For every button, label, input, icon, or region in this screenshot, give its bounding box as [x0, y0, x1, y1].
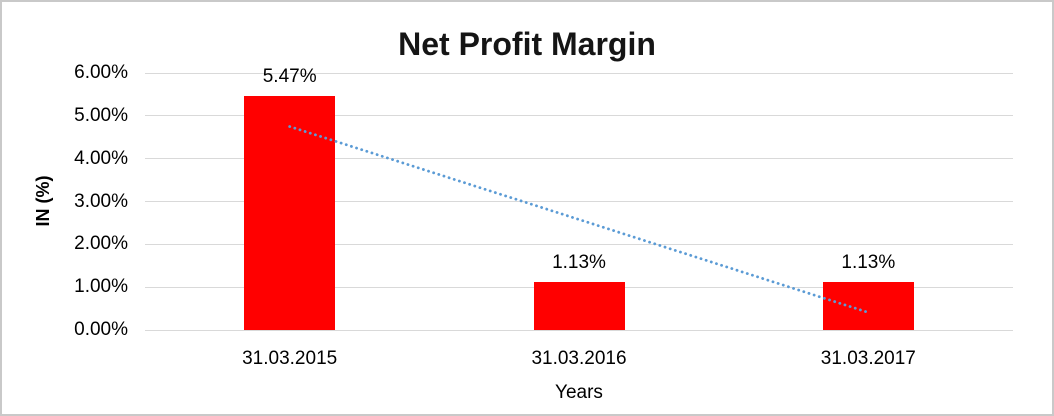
x-tick-label: 31.03.2015 — [242, 348, 338, 369]
bar-31.03.2015 — [244, 95, 336, 330]
x-tick-label: 31.03.2016 — [531, 348, 627, 369]
bar-value-label: 5.47% — [262, 65, 317, 87]
y-tick-label: 6.00% — [74, 62, 128, 83]
gridline — [145, 329, 1013, 331]
bar-31.03.2016 — [533, 281, 625, 330]
y-tick-label: 2.00% — [74, 233, 128, 255]
x-tick-label: 31.03.2017 — [820, 348, 916, 369]
bar-value-label: 1.13% — [552, 251, 606, 273]
y-tick-label: 4.00% — [74, 147, 128, 169]
gridline — [145, 115, 1013, 117]
chart-title: Net Profit Margin — [398, 26, 656, 62]
y-tick-label: 5.00% — [74, 104, 128, 126]
x-axis-title: Years — [555, 382, 603, 403]
bar-31.03.2017 — [822, 281, 914, 330]
bar-value-label: 1.13% — [841, 251, 896, 273]
y-tick-label: 3.00% — [74, 190, 128, 212]
y-tick-label: 0.00% — [74, 319, 128, 340]
y-tick-label: 1.00% — [74, 276, 128, 298]
gridline — [145, 72, 1013, 74]
